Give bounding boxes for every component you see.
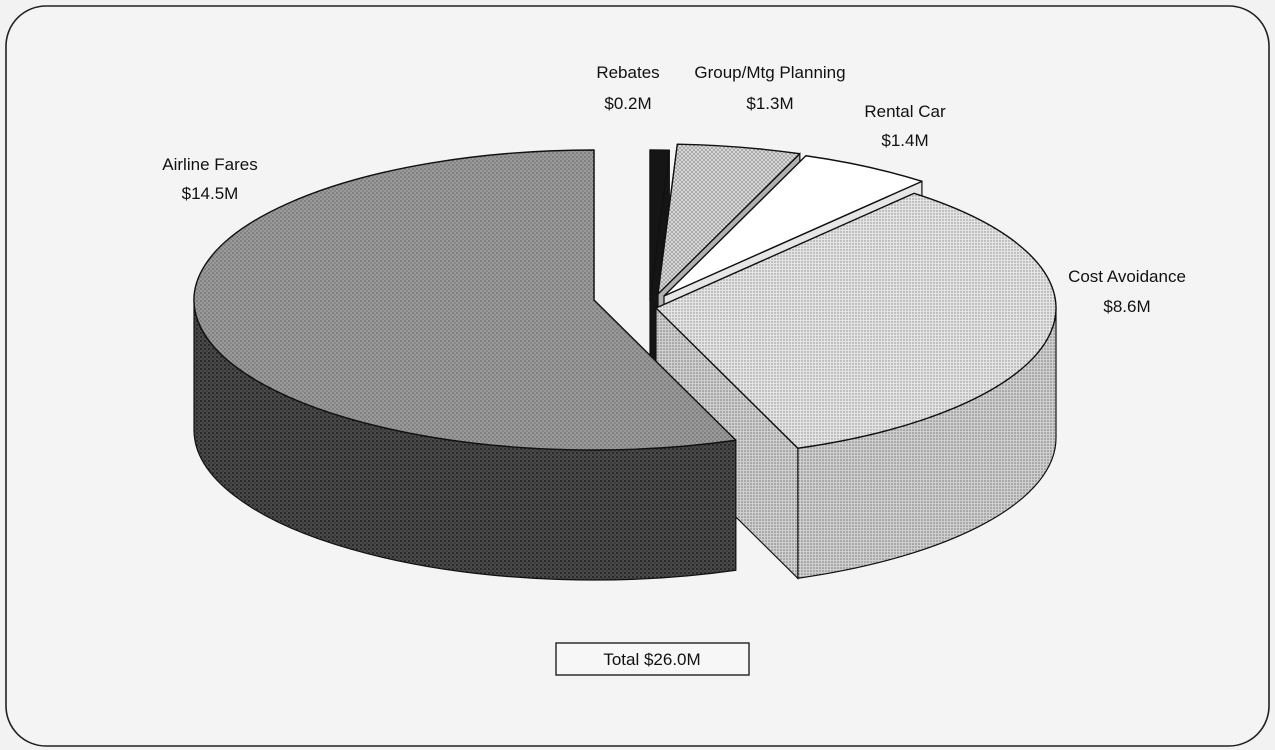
slice-rebates [649, 149, 671, 301]
slice-cost-avoidance [655, 192, 1057, 449]
label-rebates-value: $0.2M [604, 94, 651, 113]
label-cost-name: Cost Avoidance [1068, 267, 1186, 286]
label-cost-value: $8.6M [1103, 297, 1150, 316]
label-group-value: $1.3M [746, 94, 793, 113]
total-label: Total $26.0M [603, 650, 700, 669]
label-group-name: Group/Mtg Planning [694, 63, 845, 82]
total-box: Total $26.0M [555, 642, 750, 676]
label-rental-name: Rental Car [864, 102, 946, 121]
label-rental-value: $1.4M [881, 131, 928, 150]
slice-labels: Rebates $0.2M Group/Mtg Planning $1.3M R… [162, 63, 1186, 316]
pie-slices [193, 143, 1057, 581]
slice-group-mtg-planning [657, 143, 801, 295]
label-airline-name: Airline Fares [162, 155, 257, 174]
label-airline-value: $14.5M [182, 184, 239, 203]
total-box-frame [555, 642, 750, 676]
label-rebates-name: Rebates [596, 63, 659, 82]
slice-airline-fares [193, 149, 737, 451]
pie-tops [193, 143, 1057, 451]
slice-rental-car [663, 155, 923, 297]
